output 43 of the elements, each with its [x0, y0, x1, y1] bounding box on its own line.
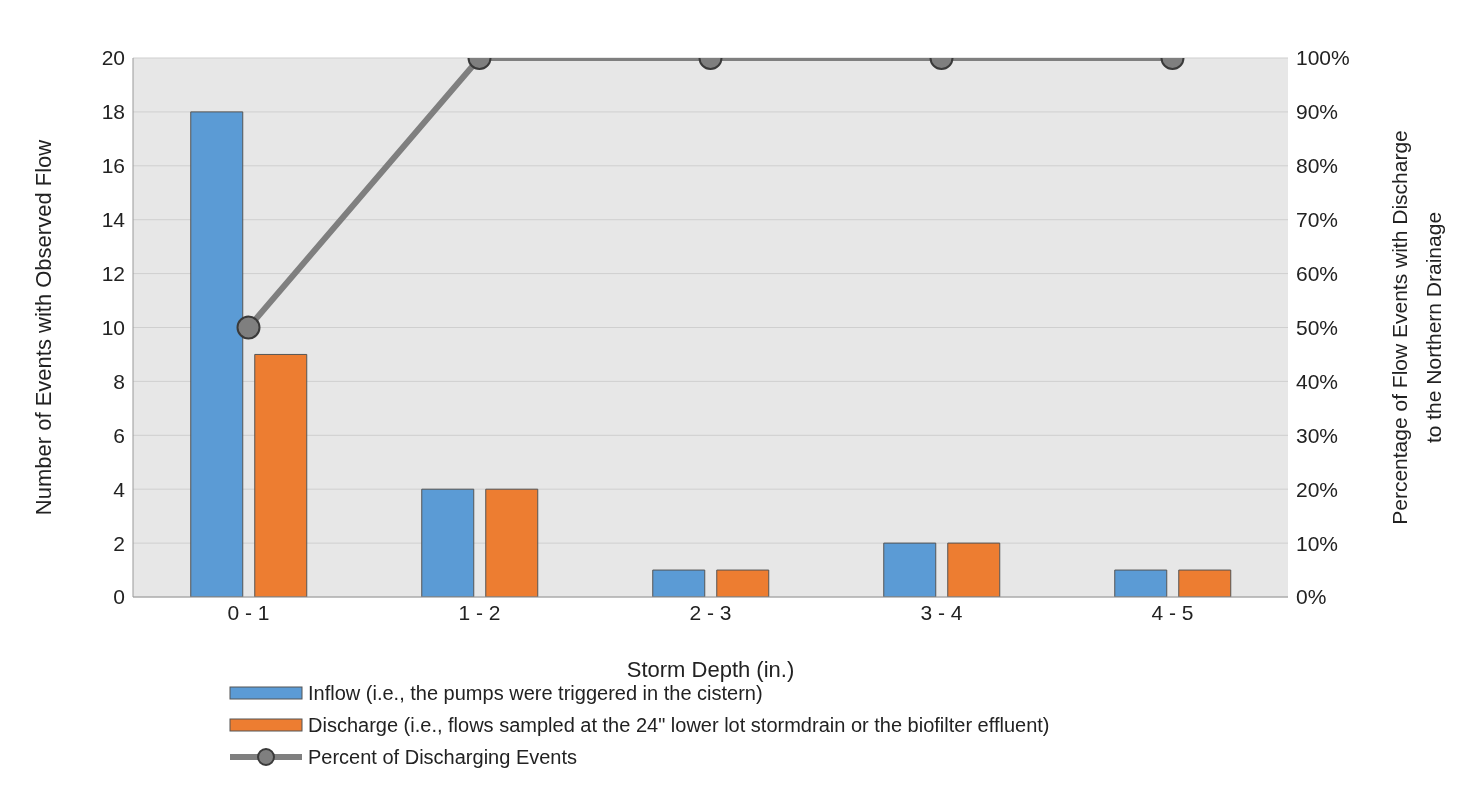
x-tick-label: 3 - 4: [920, 600, 963, 624]
y2-tick-label: 20%: [1296, 477, 1339, 501]
y2-tick-label: 10%: [1296, 531, 1339, 555]
y-tick-label: 8: [113, 369, 125, 393]
y2-axis-title: Percentage of Flow Events with Discharge to the Northern Drainage: [1388, 130, 1445, 525]
y2-tick-label: 50%: [1296, 315, 1339, 339]
legend-label: Percent of Discharging Events: [308, 745, 578, 770]
y-tick-label: 16: [101, 154, 125, 178]
x-tick-label: 1 - 2: [458, 600, 501, 624]
bar: [421, 488, 475, 597]
bar: [947, 542, 1001, 597]
y2-tick-label: 40%: [1296, 369, 1339, 393]
x-tick-label: 2 - 3: [689, 600, 732, 624]
y2-tick-label: 60%: [1296, 262, 1339, 286]
y-axis-title: Number of Events with Observed Flow: [30, 139, 56, 516]
legend-label: Inflow (i.e., the pumps were triggered in the cistern): [308, 682, 763, 706]
x-axis-title: Storm Depth (in.): [626, 657, 795, 682]
y-tick-label: 18: [101, 100, 125, 124]
y2-tick-label: 70%: [1296, 208, 1339, 232]
bar: [485, 488, 539, 597]
bar: [652, 569, 706, 597]
bar: [1114, 569, 1168, 597]
y-tick-label: 6: [113, 423, 125, 447]
y2-tick-label: 100%: [1296, 46, 1350, 70]
y-tick-label: 2: [113, 531, 125, 555]
y-tick-label: 14: [101, 208, 126, 232]
bar: [254, 353, 308, 597]
y2-tick-label: 80%: [1296, 154, 1339, 178]
y2-tick-label: 0%: [1296, 585, 1327, 609]
x-tick-label: 4 - 5: [1151, 600, 1194, 624]
y-tick-label: 12: [101, 262, 125, 286]
bar: [1178, 569, 1232, 597]
bar: [716, 569, 770, 597]
x-tick-label: 0 - 1: [227, 600, 270, 624]
y-tick-label: 0: [113, 585, 125, 609]
legend-label: Discharge (i.e., flows sampled at the 24" lower lot stormdrain or the biofilter effluent): [308, 713, 1050, 738]
bar: [190, 111, 244, 597]
bar: [883, 542, 937, 597]
y2-tick-label: 30%: [1296, 423, 1339, 447]
y-tick-label: 4: [113, 477, 126, 501]
y-tick-label: 20: [101, 46, 125, 70]
y2-tick-label: 90%: [1296, 100, 1339, 124]
y-tick-label: 10: [101, 315, 125, 339]
